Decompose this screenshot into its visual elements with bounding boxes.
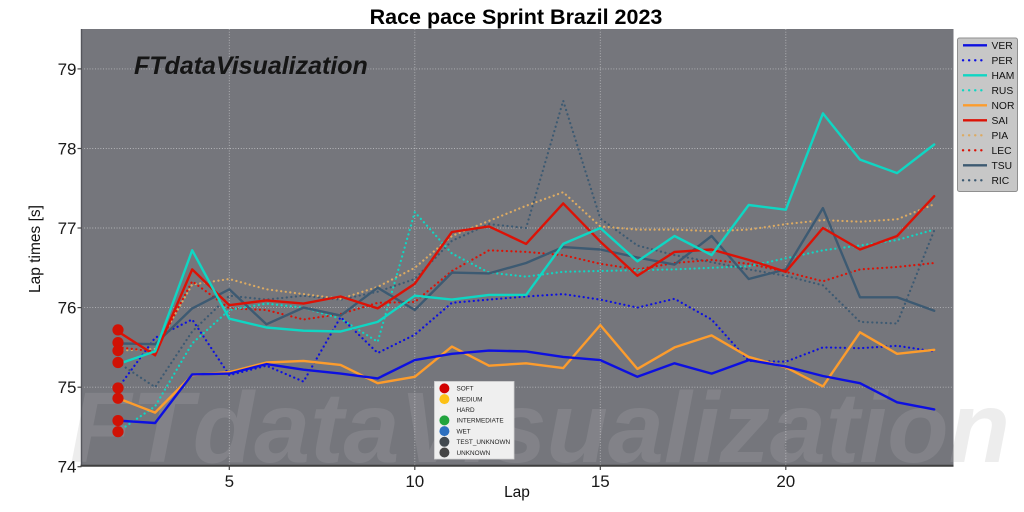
svg-text:HAM: HAM (992, 71, 1015, 82)
svg-text:74: 74 (58, 458, 77, 477)
svg-text:VER: VER (992, 41, 1013, 52)
svg-text:Race pace Sprint Brazil 2023: Race pace Sprint Brazil 2023 (370, 5, 663, 29)
svg-text:LEC: LEC (992, 146, 1013, 157)
svg-text:5: 5 (225, 472, 234, 491)
svg-text:UNKNOWN: UNKNOWN (457, 450, 491, 457)
svg-text:Lap: Lap (504, 484, 530, 501)
svg-text:79: 79 (58, 60, 77, 79)
svg-text:75: 75 (58, 378, 77, 397)
svg-text:76: 76 (58, 299, 77, 318)
svg-text:TSU: TSU (992, 161, 1013, 172)
svg-text:10: 10 (405, 472, 424, 491)
svg-text:INTERMEDIATE: INTERMEDIATE (457, 418, 504, 425)
svg-text:RIC: RIC (992, 176, 1010, 187)
svg-text:78: 78 (58, 140, 77, 159)
svg-text:15: 15 (591, 472, 610, 491)
svg-text:Lap times [s]: Lap times [s] (27, 205, 44, 293)
svg-text:FTdataVisualization: FTdataVisualization (134, 52, 368, 80)
svg-text:PIA: PIA (992, 131, 1009, 142)
svg-text:PER: PER (992, 56, 1013, 67)
svg-text:NOR: NOR (992, 101, 1015, 112)
svg-text:77: 77 (58, 219, 77, 238)
svg-text:TEST_UNKNOWN: TEST_UNKNOWN (457, 439, 511, 446)
svg-text:HARD: HARD (457, 407, 475, 414)
svg-text:SOFT: SOFT (457, 386, 474, 393)
svg-text:20: 20 (776, 472, 795, 491)
svg-text:WET: WET (457, 428, 471, 435)
svg-text:MEDIUM: MEDIUM (457, 396, 483, 403)
svg-text:RUS: RUS (992, 86, 1014, 97)
svg-text:SAI: SAI (992, 116, 1009, 127)
